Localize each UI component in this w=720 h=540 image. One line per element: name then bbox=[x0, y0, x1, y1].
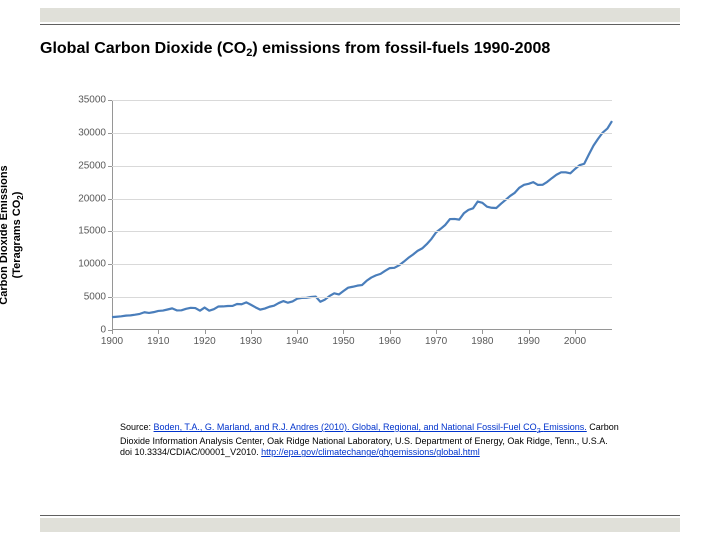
ytick-label: 20000 bbox=[78, 193, 112, 204]
xtick-label: 1940 bbox=[286, 330, 308, 347]
xtick-label: 1930 bbox=[240, 330, 262, 347]
source-url-link[interactable]: http://epa.gov/climatechange/ghgemission… bbox=[261, 447, 480, 457]
ytick-label: 30000 bbox=[78, 127, 112, 138]
chart-container: Carbon Dioxide Emissions (Teragrams CO2)… bbox=[60, 100, 640, 370]
line-chart-svg bbox=[112, 100, 612, 330]
ytick-label: 10000 bbox=[78, 259, 112, 270]
xtick-label: 1900 bbox=[101, 330, 123, 347]
xtick-label: 1920 bbox=[193, 330, 215, 347]
chart-title: Global Carbon Dioxide (CO2) emissions fr… bbox=[40, 40, 550, 58]
plot-area: 0500010000150002000025000300003500019001… bbox=[112, 100, 612, 330]
gridline-h bbox=[112, 199, 612, 200]
ytick-label: 25000 bbox=[78, 160, 112, 171]
xtick-label: 1980 bbox=[471, 330, 493, 347]
ytick-label: 15000 bbox=[78, 226, 112, 237]
xtick-label: 1990 bbox=[518, 330, 540, 347]
xtick-label: 1910 bbox=[147, 330, 169, 347]
ylabel-line2-pre: (Teragrams CO bbox=[11, 200, 23, 279]
title-subscript: 2 bbox=[246, 47, 252, 59]
y-axis-label: Carbon Dioxide Emissions (Teragrams CO2) bbox=[0, 165, 26, 304]
ytick-label: 5000 bbox=[84, 292, 112, 303]
xtick-label: 1960 bbox=[379, 330, 401, 347]
ylabel-line2-post: ) bbox=[11, 192, 23, 196]
source-label: Source: bbox=[120, 422, 151, 432]
ylabel-line2-sub: 2 bbox=[16, 195, 25, 199]
gridline-h bbox=[112, 264, 612, 265]
emissions-line bbox=[112, 121, 612, 317]
source-citation: Source: Boden, T.A., G. Marland, and R.J… bbox=[120, 422, 620, 459]
gridline-h bbox=[112, 231, 612, 232]
citation-link[interactable]: Boden, T.A., G. Marland, and R.J. Andres… bbox=[154, 422, 587, 432]
gridline-h bbox=[112, 166, 612, 167]
xtick-label: 1950 bbox=[332, 330, 354, 347]
xtick-label: 1970 bbox=[425, 330, 447, 347]
slide-top-bar bbox=[40, 8, 680, 22]
ylabel-line1: Carbon Dioxide Emissions bbox=[0, 165, 10, 304]
title-text-post: ) emissions from fossil-fuels 1990-2008 bbox=[252, 40, 550, 57]
gridline-h bbox=[112, 297, 612, 298]
xtick-label: 2000 bbox=[564, 330, 586, 347]
slide-bottom-bar bbox=[40, 518, 680, 532]
ytick-label: 35000 bbox=[78, 95, 112, 106]
title-text-pre: Global Carbon Dioxide (CO bbox=[40, 40, 246, 57]
gridline-h bbox=[112, 100, 612, 101]
gridline-h bbox=[112, 133, 612, 134]
